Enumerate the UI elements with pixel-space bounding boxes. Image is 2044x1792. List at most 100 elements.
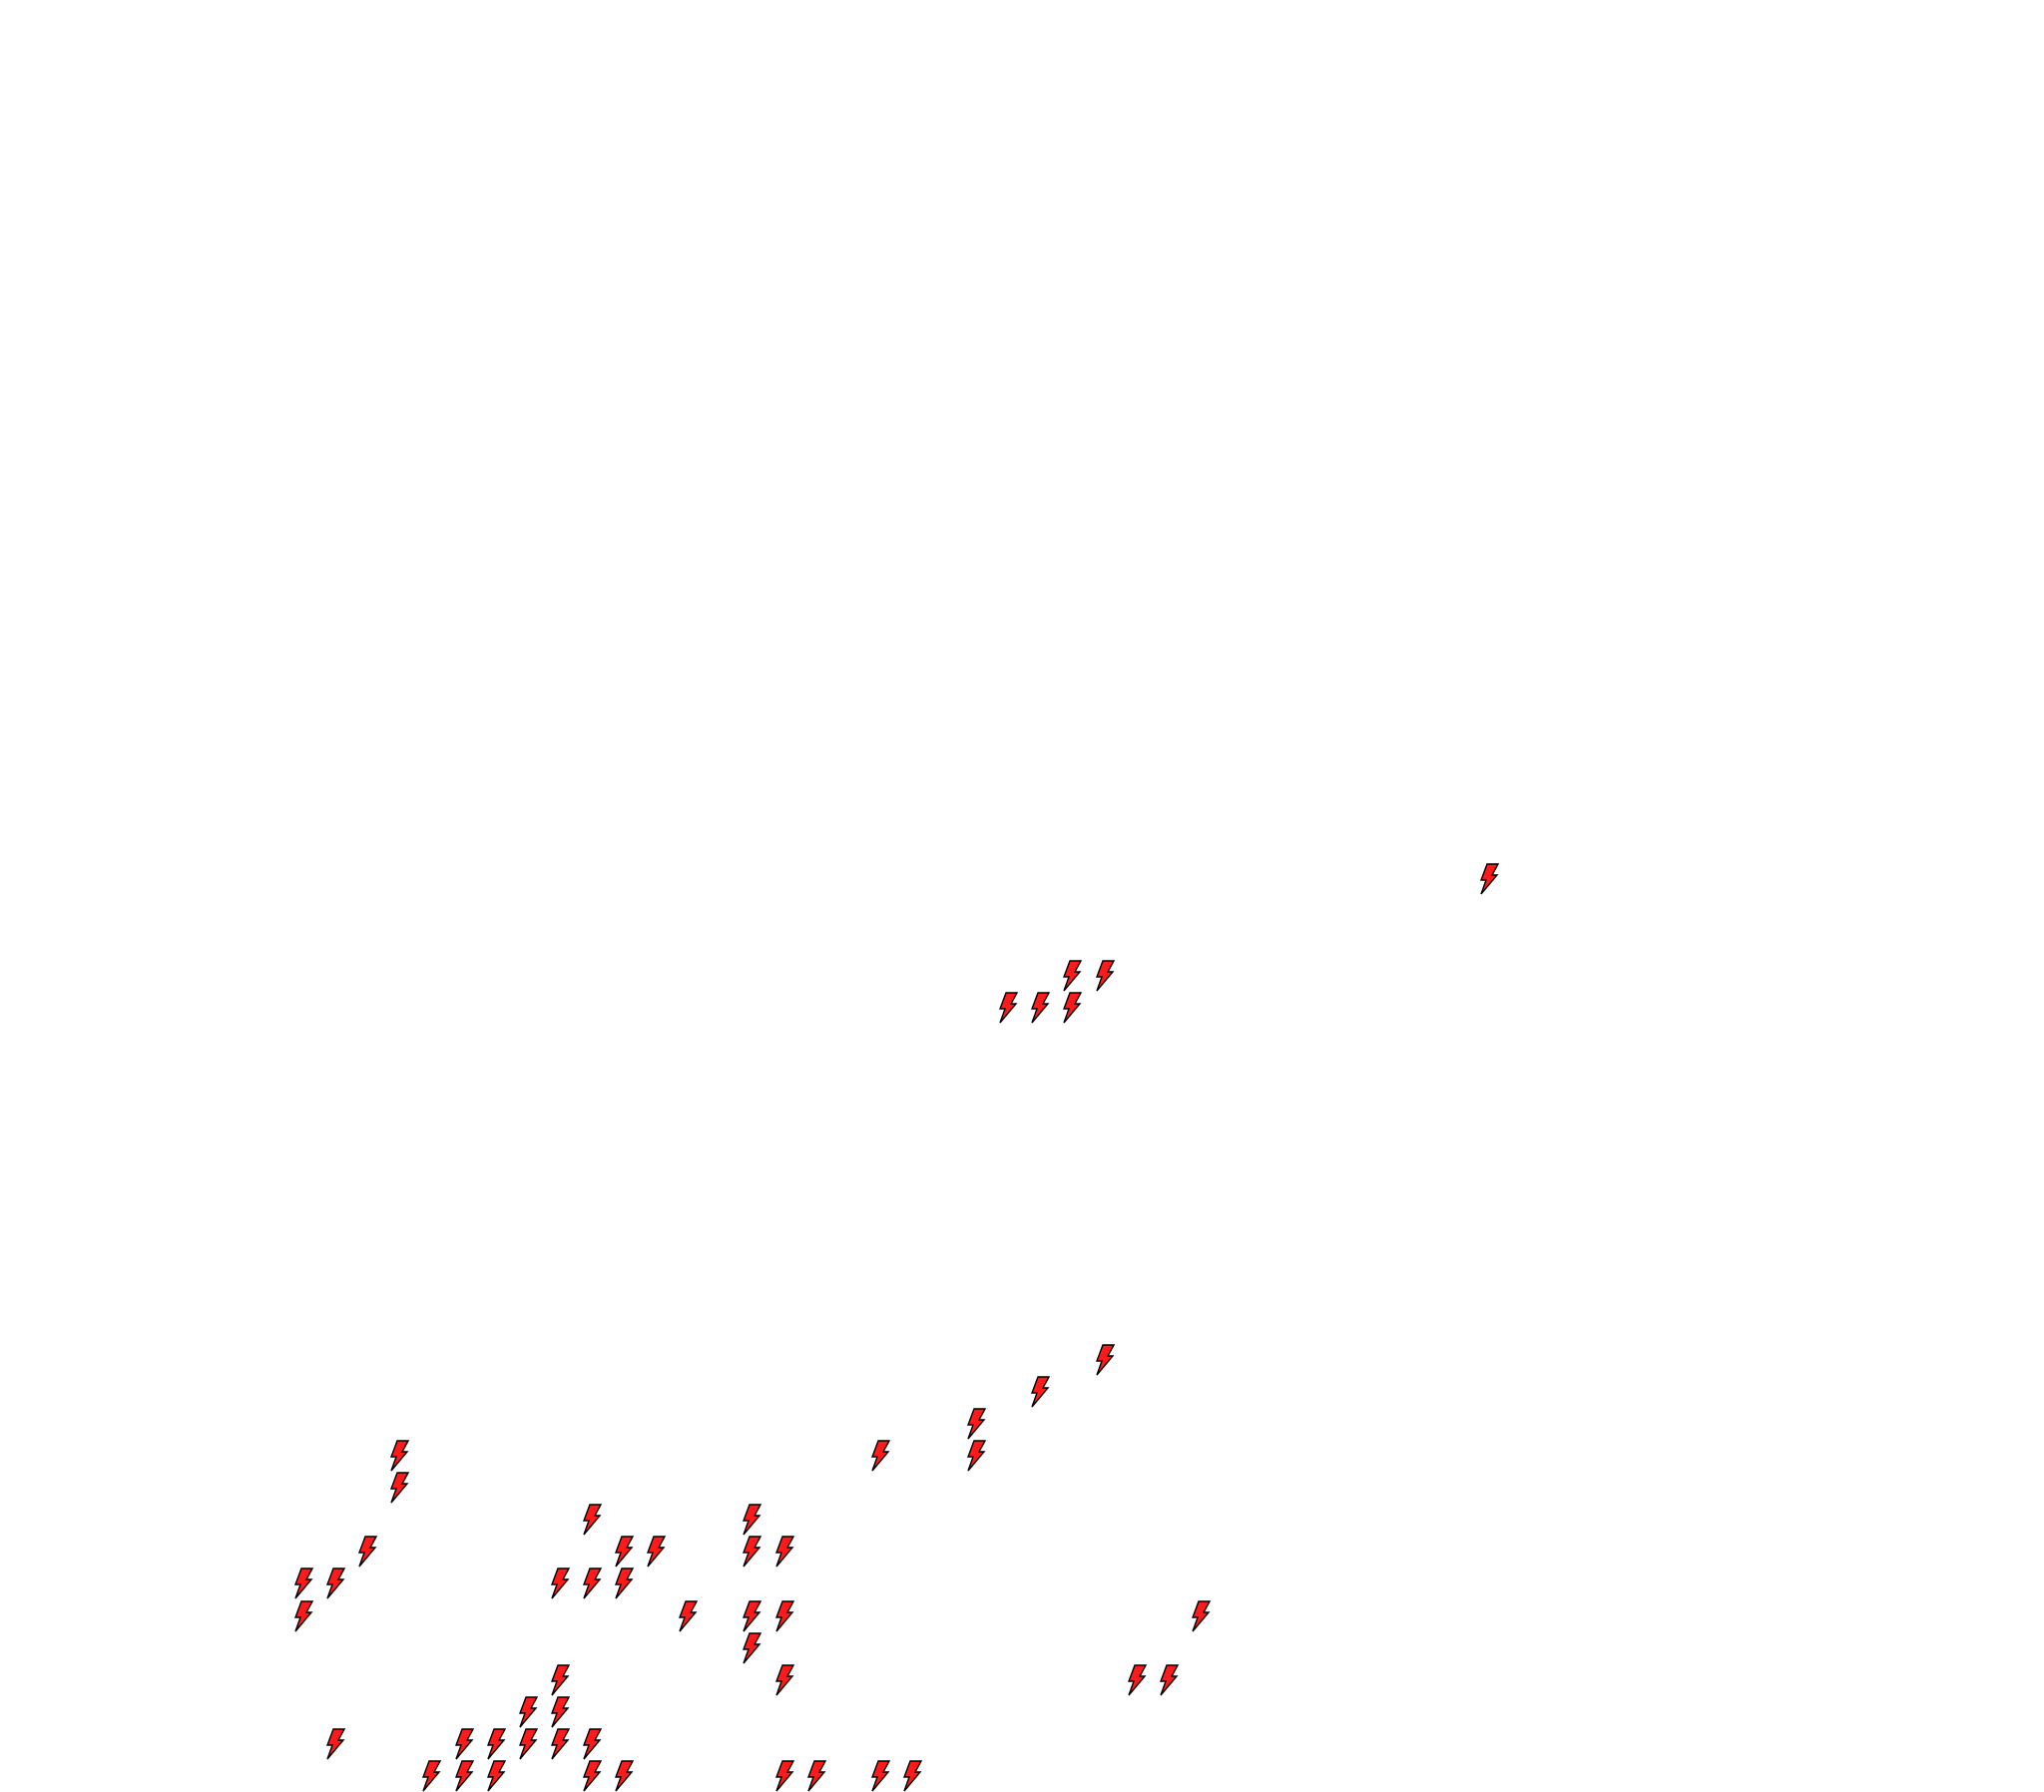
lightning-bolt-icon: [1191, 1599, 1211, 1631]
lightning-bolt-icon: [1031, 991, 1051, 1024]
lightning-bolt-icon: [614, 1760, 635, 1792]
lightning-marker[interactable]: [485, 1728, 507, 1760]
lightning-bolt-icon: [967, 1408, 987, 1440]
lightning-marker[interactable]: [613, 1568, 635, 1599]
lightning-marker[interactable]: [581, 1728, 603, 1760]
lightning-marker[interactable]: [741, 1599, 763, 1632]
lightning-marker[interactable]: [1126, 1663, 1148, 1696]
lightning-bolt-icon: [390, 1472, 410, 1504]
lightning-bolt-icon: [486, 1728, 506, 1760]
lightning-bolt-icon: [743, 1599, 763, 1631]
lightning-bolt-icon: [774, 1599, 794, 1631]
lightning-bolt-icon: [293, 1599, 314, 1631]
lightning-bolt-icon: [1095, 959, 1115, 991]
lightning-bolt-icon: [518, 1696, 538, 1728]
lightning-marker[interactable]: [1190, 1599, 1212, 1632]
lightning-marker[interactable]: [581, 1504, 603, 1536]
lightning-bolt-icon: [614, 1568, 635, 1599]
lightning-bolt-icon: [422, 1760, 442, 1792]
lightning-bolt-icon: [582, 1728, 603, 1760]
lightning-marker[interactable]: [1029, 1376, 1051, 1408]
lightning-bolt-icon: [358, 1536, 378, 1568]
lightning-marker[interactable]: [549, 1568, 571, 1599]
lightning-marker[interactable]: [741, 1504, 763, 1536]
lightning-bolt-icon: [550, 1728, 570, 1760]
lightning-marker[interactable]: [549, 1663, 571, 1696]
lightning-bolt-icon: [647, 1536, 667, 1568]
lightning-bolt-icon: [774, 1663, 794, 1696]
lightning-bolt-icon: [454, 1760, 474, 1792]
lightning-marker[interactable]: [613, 1536, 635, 1568]
lightning-marker[interactable]: [1158, 1663, 1180, 1696]
lightning-marker[interactable]: [581, 1568, 603, 1599]
lightning-marker[interactable]: [292, 1568, 314, 1599]
lightning-marker[interactable]: [773, 1663, 795, 1696]
lightning-bolt-icon: [1063, 991, 1083, 1024]
lightning-marker[interactable]: [453, 1728, 475, 1760]
lightning-marker[interactable]: [645, 1536, 667, 1568]
lightning-bolt-icon: [518, 1728, 538, 1760]
lightning-marker[interactable]: [869, 1440, 891, 1472]
lightning-bolt-icon: [390, 1440, 410, 1472]
lightning-marker[interactable]: [1094, 959, 1116, 992]
lightning-bolt-icon: [1479, 863, 1499, 895]
lightning-marker[interactable]: [677, 1599, 699, 1632]
lightning-marker[interactable]: [773, 1536, 795, 1568]
lightning-bolt-icon: [999, 991, 1019, 1024]
lightning-marker[interactable]: [1029, 991, 1051, 1024]
lightning-marker[interactable]: [773, 1599, 795, 1632]
lightning-marker[interactable]: [901, 1760, 923, 1792]
lightning-marker[interactable]: [1094, 1343, 1116, 1376]
lightning-marker[interactable]: [997, 991, 1019, 1024]
lightning-marker[interactable]: [741, 1631, 763, 1664]
lightning-bolt-icon: [1095, 1343, 1115, 1376]
lightning-bolt-icon: [550, 1663, 570, 1696]
lightning-marker[interactable]: [581, 1760, 603, 1792]
lightning-bolt-icon: [774, 1536, 794, 1568]
lightning-bolt-icon: [967, 1440, 987, 1472]
lightning-marker[interactable]: [356, 1536, 378, 1568]
lightning-bolt-icon: [902, 1760, 923, 1792]
lightning-marker[interactable]: [613, 1760, 635, 1792]
lightning-marker[interactable]: [517, 1728, 539, 1760]
lightning-marker[interactable]: [292, 1599, 314, 1632]
lightning-marker[interactable]: [324, 1728, 346, 1760]
lightning-bolt-icon: [870, 1760, 890, 1792]
lightning-bolt-icon: [550, 1568, 570, 1599]
lightning-bolt-icon: [743, 1631, 763, 1664]
lightning-marker[interactable]: [485, 1760, 507, 1792]
lightning-bolt-icon: [454, 1728, 474, 1760]
lightning-marker[interactable]: [388, 1440, 410, 1472]
lightning-bolt-icon: [293, 1568, 314, 1599]
lightning-marker[interactable]: [324, 1568, 346, 1599]
lightning-bolt-icon: [743, 1536, 763, 1568]
lightning-marker[interactable]: [517, 1696, 539, 1728]
lightning-marker[interactable]: [549, 1696, 571, 1728]
lightning-bolt-icon: [1159, 1663, 1179, 1696]
lightning-bolt-icon: [806, 1760, 826, 1792]
lightning-bolt-icon: [679, 1599, 699, 1631]
lightning-marker[interactable]: [388, 1472, 410, 1504]
lightning-marker[interactable]: [869, 1760, 891, 1792]
lightning-bolt-icon: [774, 1760, 794, 1792]
lightning-marker[interactable]: [1478, 863, 1500, 895]
lightning-marker[interactable]: [773, 1760, 795, 1792]
lightning-marker[interactable]: [805, 1760, 827, 1792]
lightning-marker[interactable]: [965, 1440, 987, 1472]
lightning-bolt-icon: [326, 1568, 346, 1599]
lightning-bolt-icon: [743, 1504, 763, 1536]
lightning-bolt-icon: [1063, 959, 1083, 991]
lightning-marker[interactable]: [1061, 991, 1083, 1024]
lightning-marker[interactable]: [453, 1760, 475, 1792]
lightning-marker[interactable]: [420, 1760, 442, 1792]
lightning-bolt-icon: [582, 1568, 603, 1599]
lightning-marker[interactable]: [1061, 959, 1083, 992]
lightning-marker[interactable]: [741, 1536, 763, 1568]
lightning-bolt-icon: [486, 1760, 506, 1792]
lightning-marker[interactable]: [965, 1408, 987, 1440]
lightning-marker[interactable]: [549, 1728, 571, 1760]
lightning-bolt-icon: [870, 1440, 890, 1472]
lightning-bolt-icon: [614, 1536, 635, 1568]
lightning-bolt-icon: [550, 1696, 570, 1728]
